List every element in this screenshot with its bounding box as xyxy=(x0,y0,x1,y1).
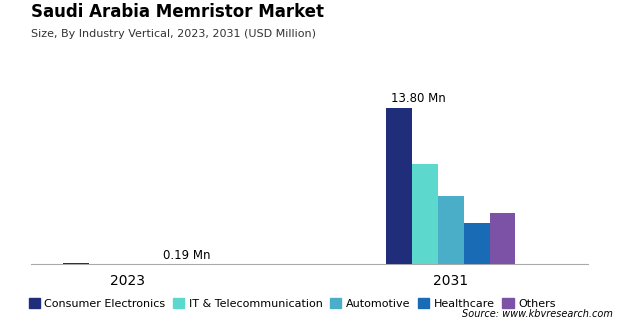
Text: 0.19 Mn: 0.19 Mn xyxy=(163,249,211,262)
Bar xyxy=(490,213,516,264)
Bar xyxy=(412,165,438,264)
Bar xyxy=(89,263,115,264)
Bar xyxy=(438,196,464,264)
Legend: Consumer Electronics, IT & Telecommunication, Automotive, Healthcare, Others: Consumer Electronics, IT & Telecommunica… xyxy=(24,294,560,313)
Bar xyxy=(464,223,490,264)
Bar xyxy=(386,108,412,264)
Text: 13.80 Mn: 13.80 Mn xyxy=(391,92,446,105)
Text: Source: www.kbvresearch.com: Source: www.kbvresearch.com xyxy=(462,309,613,319)
Text: Saudi Arabia Memristor Market: Saudi Arabia Memristor Market xyxy=(31,3,324,21)
Text: Size, By Industry Vertical, 2023, 2031 (USD Million): Size, By Industry Vertical, 2023, 2031 (… xyxy=(31,29,316,39)
Bar xyxy=(63,263,89,264)
